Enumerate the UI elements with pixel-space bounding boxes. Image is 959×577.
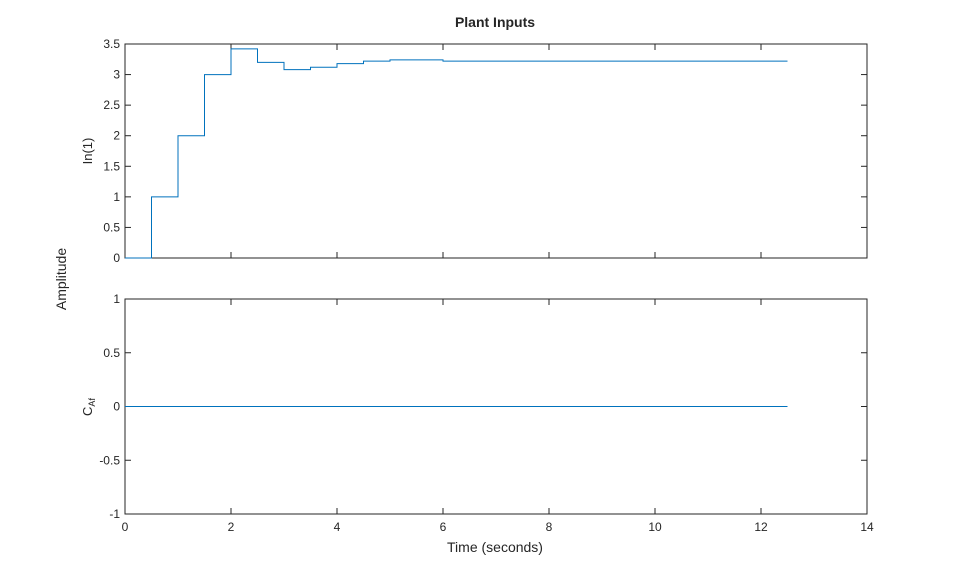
subplot-input-1-y-tick-label: 2.5 bbox=[103, 98, 120, 112]
subplot-input-1-y-tick-label: 3 bbox=[113, 68, 120, 82]
subplot-caf-channel-label: CAf bbox=[80, 398, 97, 416]
subplot-input-1-axes bbox=[124, 43, 868, 259]
x-tick-label: 10 bbox=[648, 520, 662, 534]
subplot-input-1-y-tick-label: 0.5 bbox=[103, 220, 120, 234]
x-tick-label: 6 bbox=[440, 520, 447, 534]
subplot-input-1-y-tick-label: 2 bbox=[113, 129, 120, 143]
x-tick-label: 8 bbox=[546, 520, 553, 534]
subplot-caf-y-tick-label: -0.5 bbox=[99, 453, 120, 467]
subplot-caf: CAf 0 2 4 6 8 10 12 14 -1 -0.5 0 0.5 1 bbox=[80, 292, 874, 534]
subplot-caf-y-tick-label: 0.5 bbox=[103, 346, 120, 360]
subplot-caf-channel-sub: Af bbox=[87, 398, 97, 407]
subplot-input-1-channel-label: In(1) bbox=[80, 138, 95, 165]
subplot-input-1-y-tick-label: 1.5 bbox=[103, 159, 120, 173]
x-tick-label: 4 bbox=[334, 520, 341, 534]
chart-title: Plant Inputs bbox=[455, 14, 535, 30]
subplot-input-1: In(1) 0 0.5 1 1.5 2 2.5 3 3.5 bbox=[80, 37, 868, 265]
x-tick-label: 12 bbox=[754, 520, 768, 534]
subplot-caf-channel-main: C bbox=[80, 407, 95, 416]
subplot-caf-y-tick-label: 0 bbox=[113, 400, 120, 414]
x-tick-label: 0 bbox=[122, 520, 129, 534]
subplot-input-1-y-tick-label: 0 bbox=[113, 251, 120, 265]
subplot-caf-y-tick-label: 1 bbox=[113, 292, 120, 306]
subplot-input-1-y-tick-label: 1 bbox=[113, 190, 120, 204]
subplot-input-1-series-line bbox=[125, 48, 788, 259]
x-tick-label: 2 bbox=[228, 520, 235, 534]
x-axis-label: Time (seconds) bbox=[447, 539, 543, 555]
y-axis-label: Amplitude bbox=[53, 248, 69, 310]
x-tick-label: 14 bbox=[860, 520, 874, 534]
subplot-input-1-y-tick-label: 3.5 bbox=[103, 37, 120, 51]
subplot-caf-y-tick-label: -1 bbox=[109, 507, 120, 521]
